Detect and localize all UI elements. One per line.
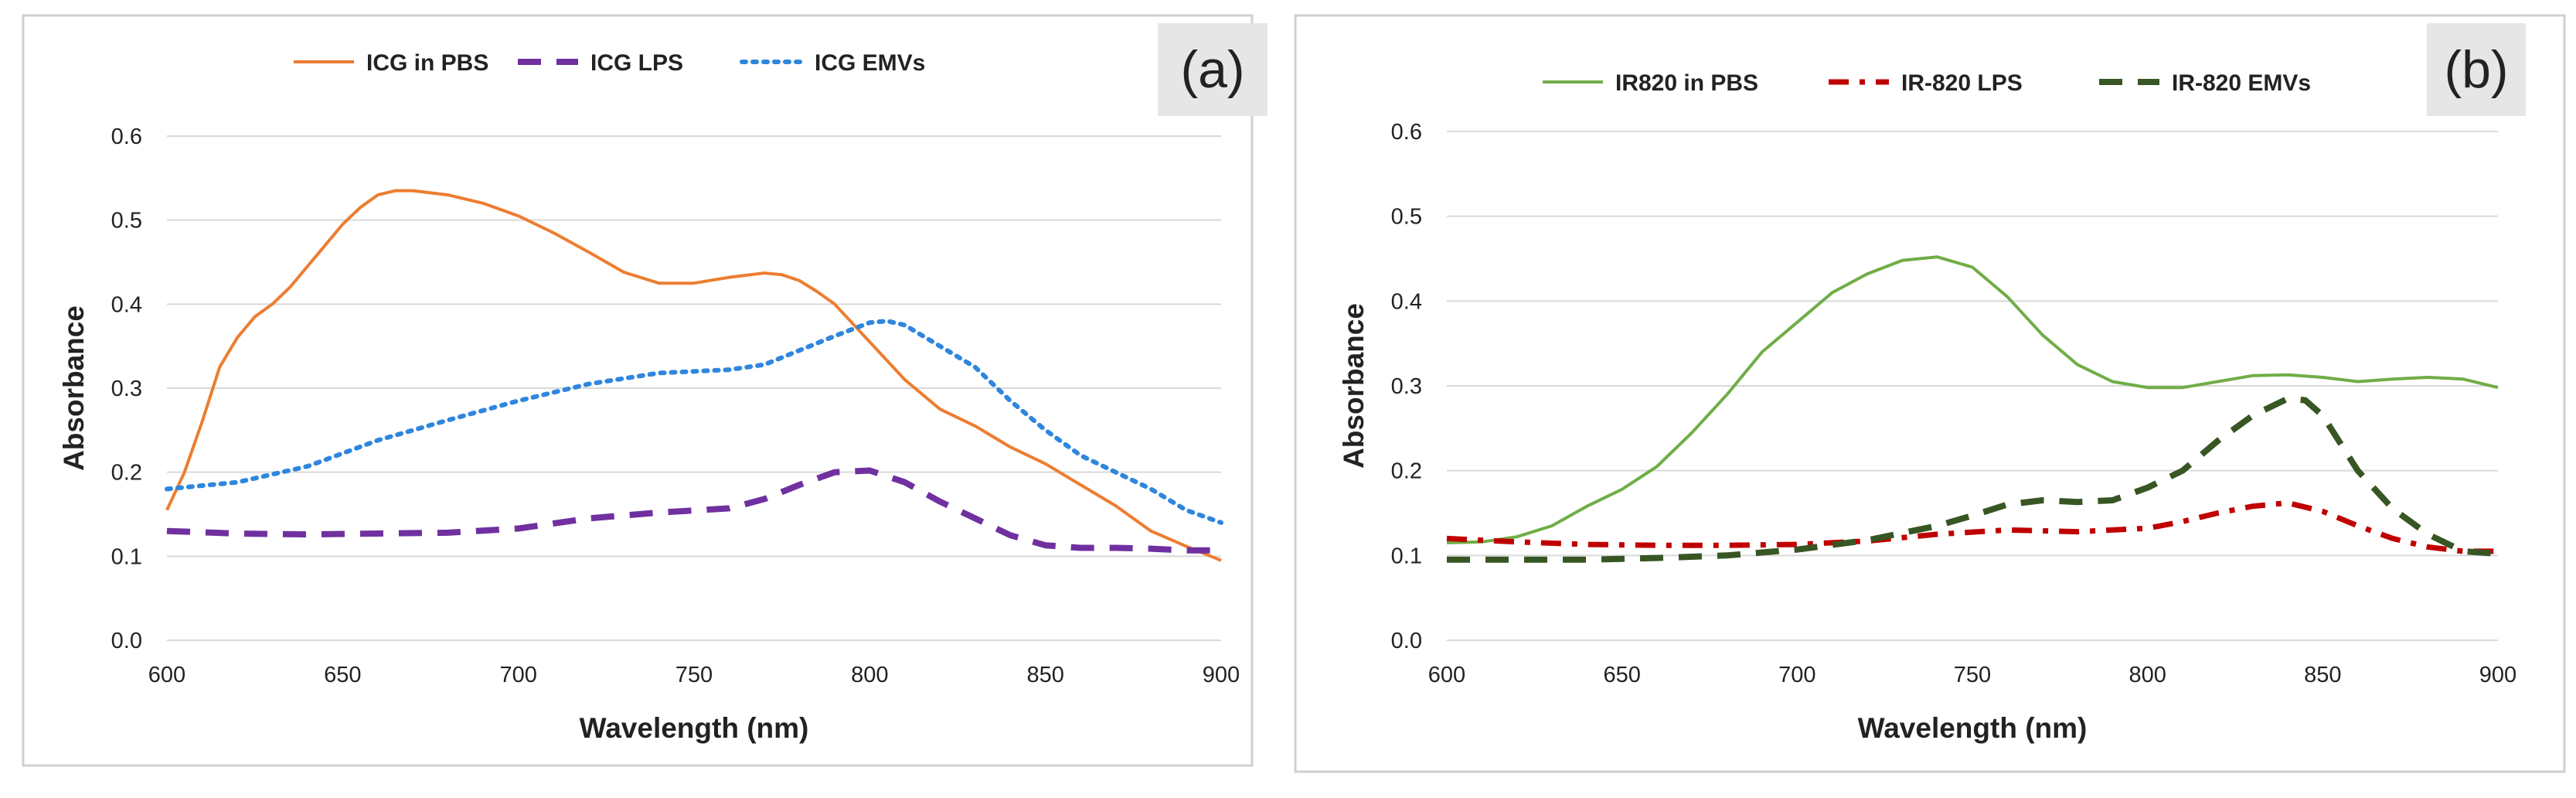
x-tick-label: 700 bbox=[1778, 663, 1815, 687]
x-tick-label: 750 bbox=[1954, 663, 1991, 687]
legend-label-2: ICG LPS bbox=[590, 50, 683, 76]
panel-frame bbox=[22, 14, 1254, 767]
x-tick-label: 650 bbox=[1603, 663, 1640, 687]
x-tick-label: 700 bbox=[499, 663, 536, 687]
chart-panel-1: 0.0 0.1 0.2 0.3 0.4 0.5 0.6 600 650 700 750 800 850 9… bbox=[22, 14, 1268, 767]
legend-label-1: ICG in PBS bbox=[366, 50, 488, 76]
panel-label: (a) bbox=[1180, 40, 1244, 99]
x-tick-label: 800 bbox=[851, 663, 888, 687]
y-tick-label: 0.3 bbox=[111, 377, 142, 401]
y-tick-label: 0.3 bbox=[1391, 374, 1422, 399]
series-line-2 bbox=[166, 467, 1221, 554]
panel-label: (b) bbox=[2444, 40, 2508, 99]
y-tick-label: 0.6 bbox=[111, 124, 142, 149]
x-axis-title: Wavelength (nm) bbox=[1858, 712, 2088, 744]
y-tick-label: 0.4 bbox=[1391, 289, 1422, 314]
x-tick-label: 650 bbox=[324, 663, 361, 687]
legend-label-1: IR820 in PBS bbox=[1615, 70, 1758, 96]
y-tick-label: 0.6 bbox=[1391, 120, 1422, 145]
x-tick-label: 850 bbox=[2304, 663, 2341, 687]
x-tick-label: 750 bbox=[675, 663, 713, 687]
series-line-3 bbox=[1447, 395, 2499, 563]
x-tick-label: 900 bbox=[2479, 663, 2516, 687]
y-tick-label: 0.0 bbox=[1391, 629, 1422, 653]
y-axis-title: Absorbance bbox=[1338, 303, 1370, 469]
x-tick-label: 800 bbox=[2129, 663, 2166, 687]
panel-label-box bbox=[1158, 23, 1268, 116]
y-tick-label: 0.5 bbox=[111, 209, 142, 234]
y-tick-label: 0.4 bbox=[111, 292, 142, 317]
y-tick-label: 0.1 bbox=[1391, 544, 1422, 568]
x-tick-label: 600 bbox=[1428, 663, 1465, 687]
x-tick-label: 850 bbox=[1026, 663, 1063, 687]
series-line-2 bbox=[1446, 500, 2498, 554]
x-tick-label: 900 bbox=[1203, 663, 1240, 687]
x-tick-label: 600 bbox=[148, 663, 185, 687]
chart-panel-2: 0.0 0.1 0.2 0.3 0.4 0.5 0.6 600 650 700 750 800 850 9… bbox=[1294, 14, 2566, 773]
legend-label-2: IR-820 LPS bbox=[1901, 70, 2023, 96]
y-tick-label: 0.0 bbox=[111, 629, 142, 653]
legend-label-3: ICG EMVs bbox=[815, 50, 925, 76]
legend-label-3: IR-820 EMVs bbox=[2172, 70, 2311, 96]
x-axis-title: Wavelength (nm) bbox=[580, 712, 809, 744]
series-line-1 bbox=[165, 189, 1222, 562]
panel-frame bbox=[1294, 14, 2566, 773]
series-line-1 bbox=[1446, 255, 2499, 544]
y-tick-label: 0.2 bbox=[111, 461, 142, 486]
panel-label-box bbox=[2427, 23, 2526, 116]
y-axis-title: Absorbance bbox=[58, 305, 90, 471]
y-tick-label: 0.5 bbox=[1391, 205, 1422, 230]
y-tick-label: 0.1 bbox=[111, 544, 142, 569]
y-tick-label: 0.2 bbox=[1391, 459, 1422, 484]
series-line-3 bbox=[165, 319, 1223, 525]
